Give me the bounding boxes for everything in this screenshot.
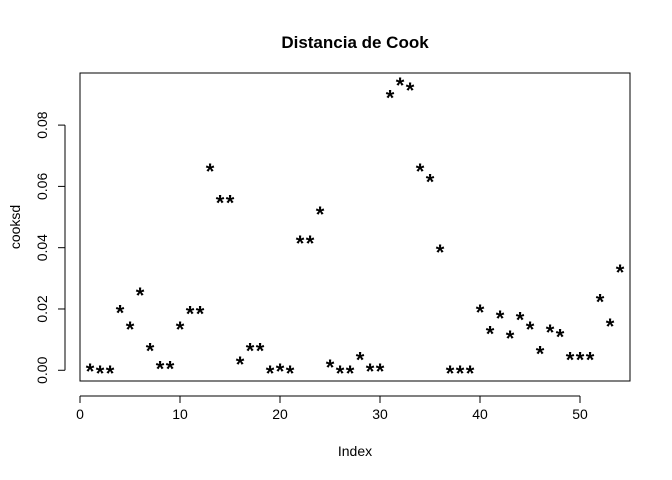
y-tick-label: 0.08: [34, 111, 50, 138]
data-point: *: [96, 361, 105, 386]
data-point: *: [276, 359, 285, 384]
data-point: *: [116, 301, 125, 326]
data-point: *: [296, 231, 305, 256]
y-tick-label: 0.04: [34, 234, 50, 261]
plot-frame: [79, 72, 631, 382]
data-point: *: [396, 73, 405, 98]
data-point: *: [366, 359, 375, 384]
data-point: *: [286, 361, 295, 386]
data-point: *: [416, 159, 425, 184]
data-point: *: [266, 361, 275, 386]
data-point: *: [586, 347, 595, 372]
data-point: *: [526, 317, 535, 342]
data-point: *: [326, 355, 335, 380]
data-point: *: [546, 320, 555, 345]
data-point: *: [126, 317, 135, 342]
data-point: *: [306, 231, 315, 256]
x-tick-label: 30: [372, 406, 388, 422]
data-point: *: [136, 283, 145, 308]
data-point: *: [386, 85, 395, 110]
data-point: *: [536, 341, 545, 366]
x-axis-label: Index: [338, 443, 372, 459]
data-point: *: [446, 361, 455, 386]
y-tick-label: 0.02: [34, 295, 50, 322]
data-point: *: [86, 359, 95, 384]
data-point: *: [556, 324, 565, 349]
data-point: *: [616, 260, 625, 285]
data-point: *: [146, 338, 155, 363]
x-tick-label: 40: [472, 406, 488, 422]
data-points: * * ****** *** *** *** ** * ** *** * ** * ** * ** *** * **…: [86, 73, 625, 386]
data-point: *: [476, 300, 485, 325]
data-point: *: [596, 289, 605, 314]
data-point: *: [436, 240, 445, 265]
y-axis: 0.00 0.02 0.04 0.06 0.08: [34, 111, 66, 384]
data-point: *: [426, 170, 435, 195]
data-point: *: [236, 352, 245, 377]
data-point: *: [216, 191, 225, 216]
data-point: *: [466, 361, 475, 386]
data-point: *: [406, 78, 415, 103]
x-tick-label: 20: [272, 406, 288, 422]
data-point: *: [186, 302, 195, 327]
data-point: *: [486, 321, 495, 346]
chart-title: Distancia de Cook: [281, 33, 429, 52]
x-tick-label: 0: [76, 406, 84, 422]
data-point: *: [376, 359, 385, 384]
data-point: *: [506, 326, 515, 351]
x-axis: 0 10 20 30 40 50: [76, 395, 588, 422]
data-point: *: [256, 338, 265, 363]
data-point: *: [206, 159, 215, 184]
x-tick-label: 50: [572, 406, 588, 422]
data-point: *: [176, 317, 185, 342]
data-point: *: [566, 347, 575, 372]
data-point: *: [606, 314, 615, 339]
data-point: *: [166, 357, 175, 382]
data-point: *: [196, 302, 205, 327]
data-point: *: [496, 306, 505, 331]
data-point: *: [316, 202, 325, 227]
data-point: *: [516, 308, 525, 333]
data-point: *: [456, 361, 465, 386]
data-point: *: [356, 347, 365, 372]
data-point: *: [226, 191, 235, 216]
data-point: *: [336, 361, 345, 386]
data-point: *: [576, 347, 585, 372]
y-axis-label: cooksd: [7, 205, 23, 249]
data-point: *: [246, 338, 255, 363]
data-point: *: [106, 361, 115, 386]
y-tick-label: 0.00: [34, 356, 50, 383]
data-point: *: [156, 357, 165, 382]
y-tick-label: 0.06: [34, 173, 50, 200]
x-tick-label: 10: [172, 406, 188, 422]
data-point: *: [346, 361, 355, 386]
